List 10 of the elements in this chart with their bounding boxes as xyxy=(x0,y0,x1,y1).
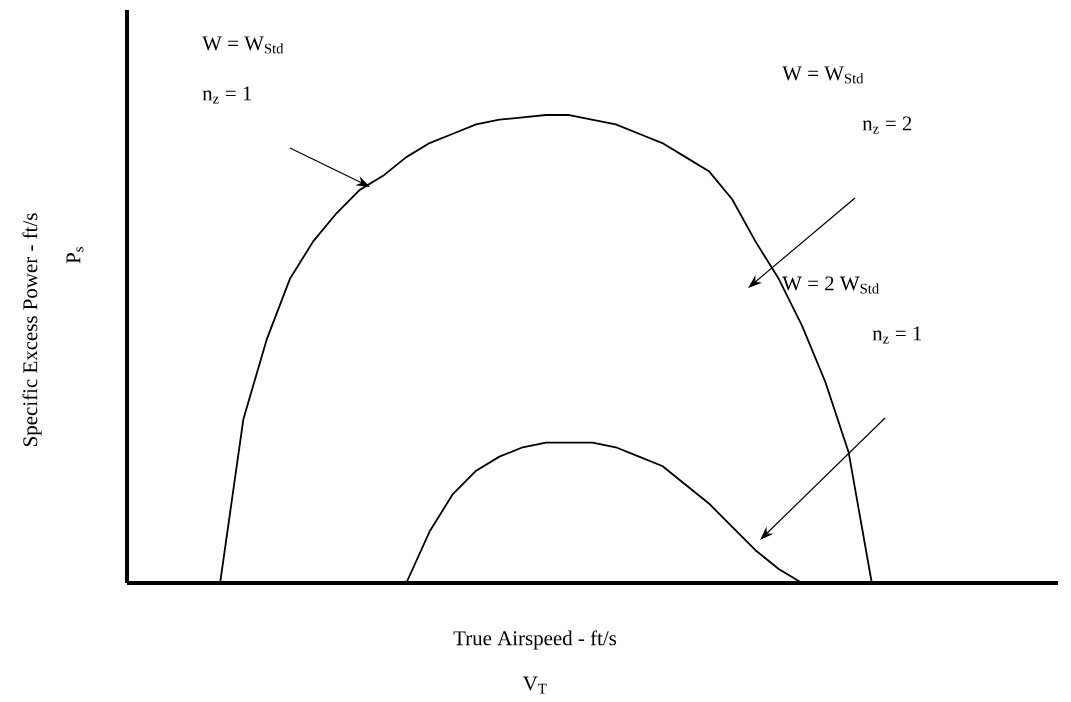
annotation: n$_{z}$ = 1 xyxy=(872,326,922,344)
annotation: n$_{z}$ = 2 xyxy=(862,116,912,134)
annotation: W = 2 W$_{Std}$ xyxy=(782,276,879,294)
text: P$_{s}$ xyxy=(66,247,84,264)
y-axis-title: Specific Excess Power - ft/s xyxy=(22,213,42,446)
text: V$_{T}$ xyxy=(522,676,547,694)
text: n$_{z}$ = 1 xyxy=(202,86,252,104)
text: W = W$_{Std}$ xyxy=(202,36,284,54)
text: W = W$_{Std}$ xyxy=(782,66,864,84)
x-axis-title: True Airspeed - ft/s xyxy=(453,630,617,650)
